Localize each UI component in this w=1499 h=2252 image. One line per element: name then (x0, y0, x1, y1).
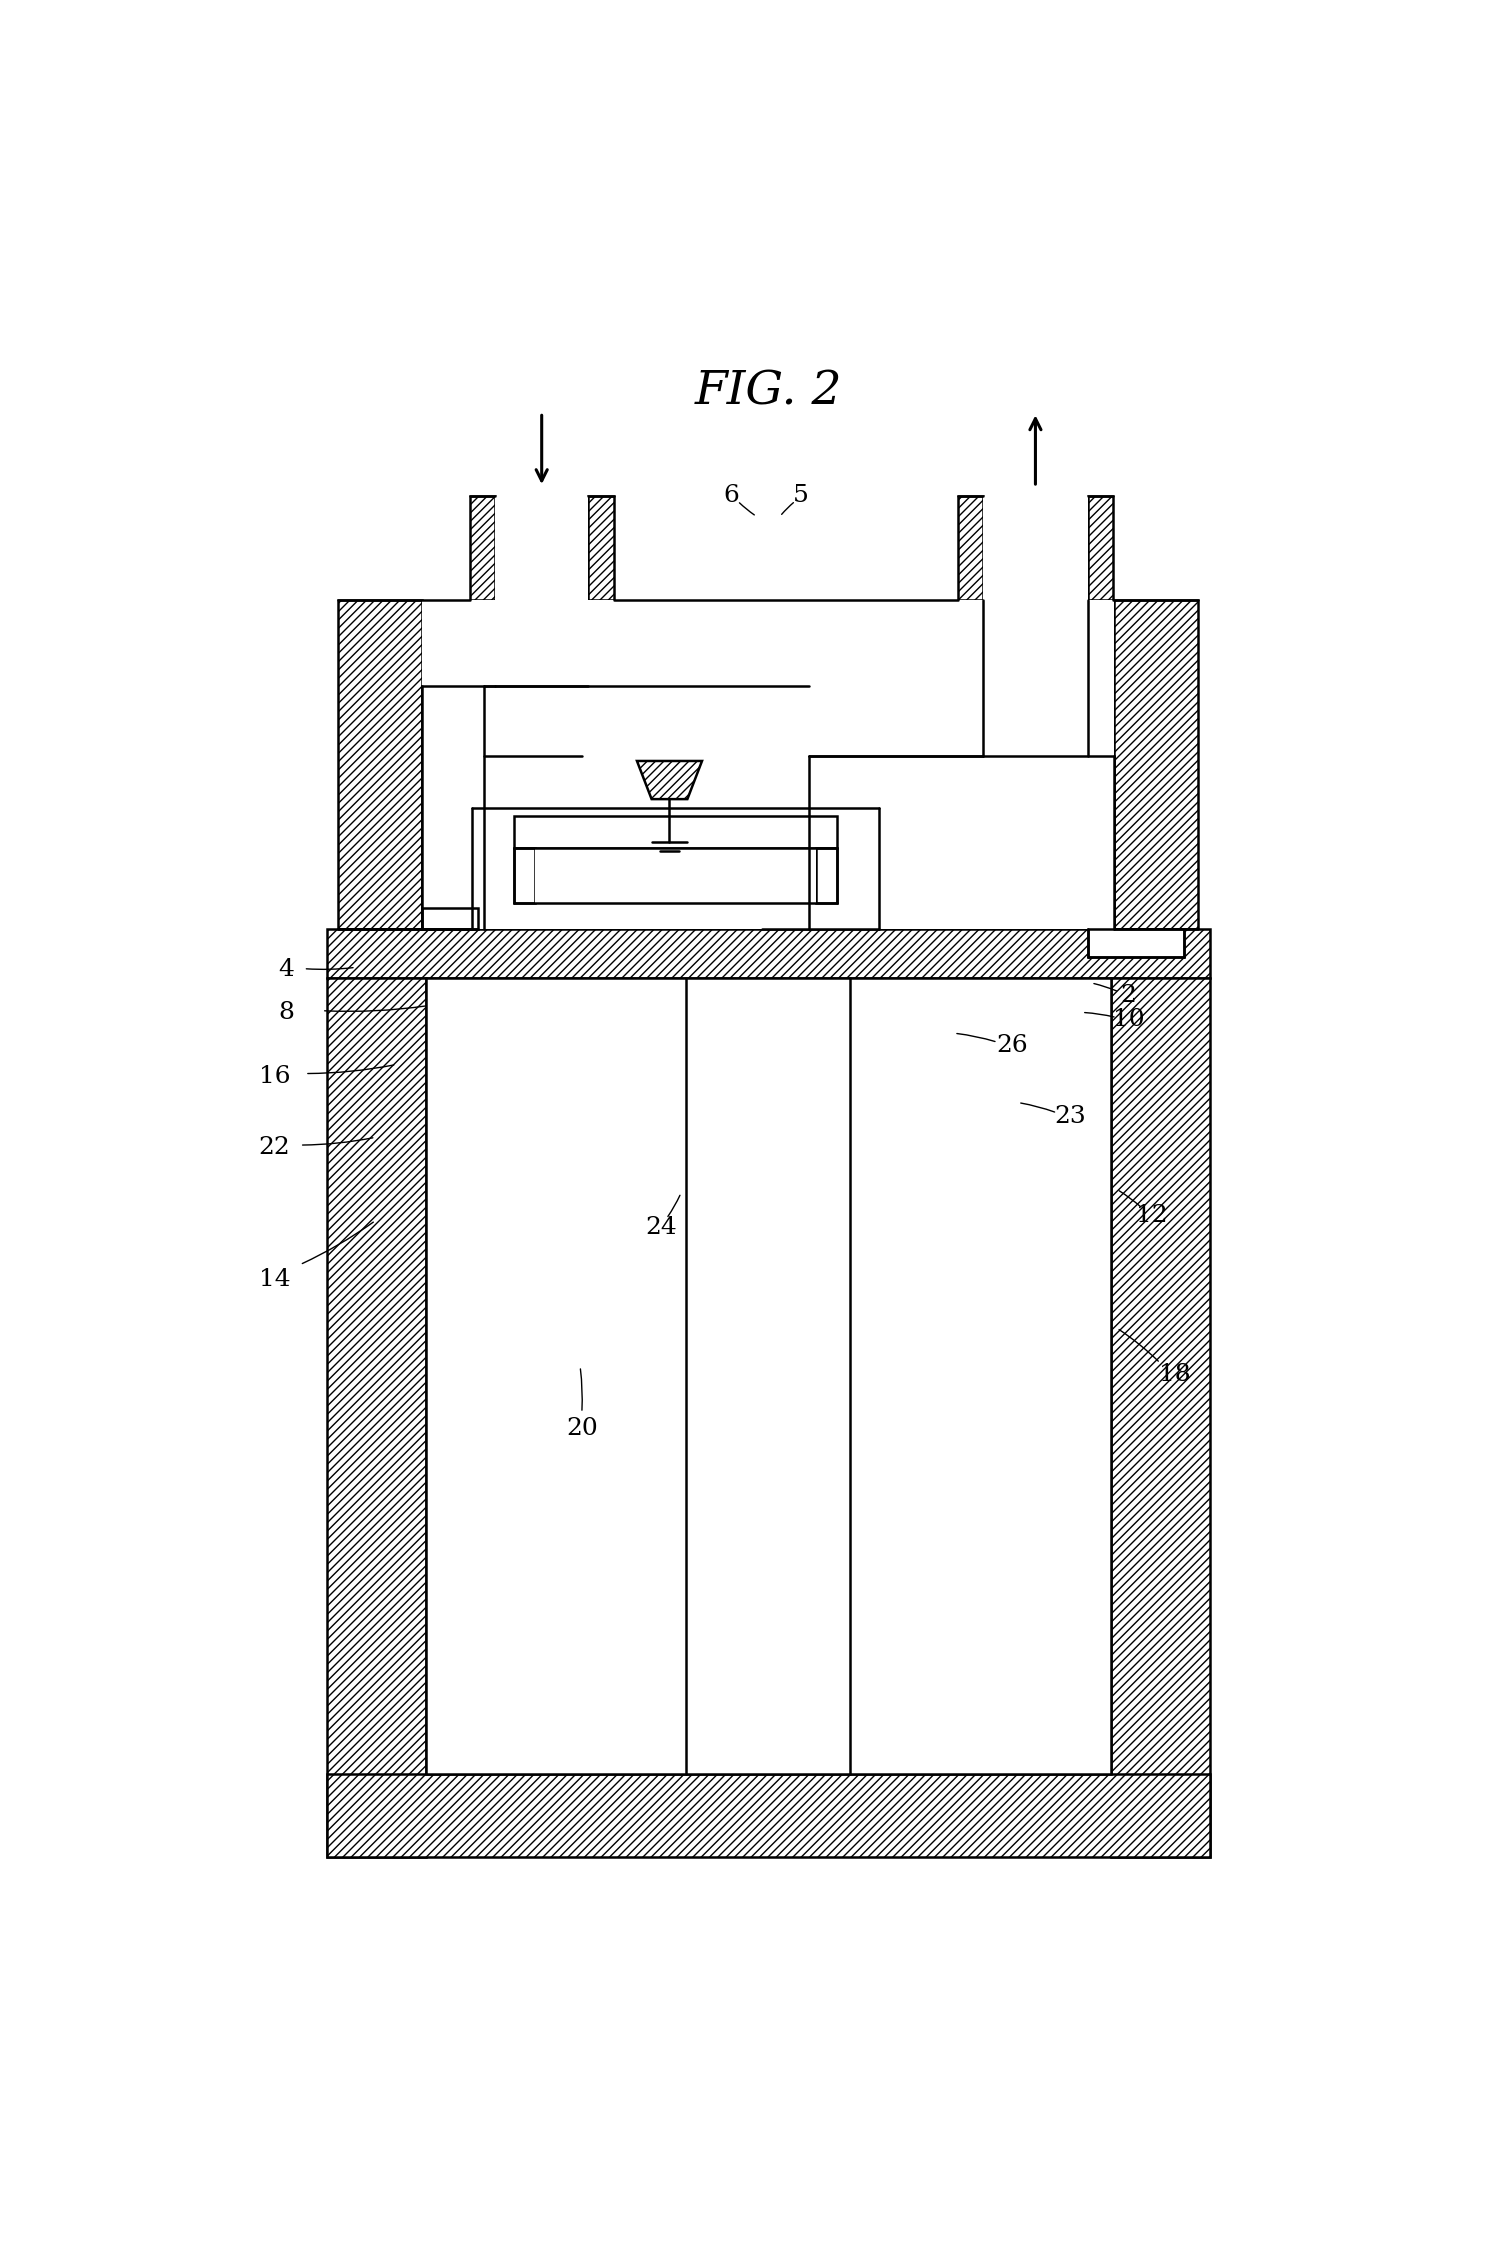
Text: FIG. 2: FIG. 2 (694, 369, 842, 414)
Text: 26: 26 (997, 1034, 1028, 1056)
Bar (983, 599, 1088, 930)
Bar (495, 495, 588, 599)
Bar (588, 495, 613, 599)
Bar (1111, 977, 1210, 1858)
Bar (983, 495, 1088, 599)
Polygon shape (637, 761, 702, 799)
Bar (469, 495, 495, 599)
Text: 10: 10 (1112, 1009, 1144, 1031)
Bar (582, 757, 809, 808)
Bar (423, 687, 484, 930)
Bar (327, 930, 1210, 977)
Bar (815, 847, 836, 903)
Bar (327, 977, 426, 1858)
Bar (514, 817, 836, 847)
Bar (1088, 930, 1184, 957)
Bar (423, 599, 1114, 930)
Text: 24: 24 (646, 1216, 678, 1239)
Text: 12: 12 (1136, 1205, 1168, 1227)
Bar (327, 1775, 1210, 1858)
Bar (809, 757, 1114, 930)
Text: 20: 20 (567, 1417, 598, 1439)
Text: 16: 16 (259, 1065, 291, 1088)
Bar (339, 599, 423, 930)
Bar (514, 847, 535, 903)
Bar (535, 847, 815, 903)
Bar (423, 908, 478, 930)
Bar (495, 599, 588, 687)
Text: 5: 5 (793, 484, 808, 507)
Text: 23: 23 (1054, 1106, 1087, 1128)
Bar (484, 687, 809, 757)
Text: 22: 22 (259, 1137, 291, 1160)
Text: 6: 6 (723, 484, 739, 507)
Bar (505, 808, 845, 930)
Bar (1114, 599, 1198, 930)
Bar (426, 977, 1111, 1775)
Bar (472, 808, 505, 930)
Text: 18: 18 (1159, 1362, 1190, 1387)
Text: 14: 14 (259, 1268, 291, 1290)
Text: 4: 4 (279, 957, 294, 980)
Bar (1088, 495, 1114, 599)
Text: 2: 2 (1120, 984, 1136, 1007)
Bar (845, 808, 878, 930)
Text: 8: 8 (279, 1000, 294, 1025)
Bar (763, 757, 809, 930)
Bar (958, 495, 983, 599)
